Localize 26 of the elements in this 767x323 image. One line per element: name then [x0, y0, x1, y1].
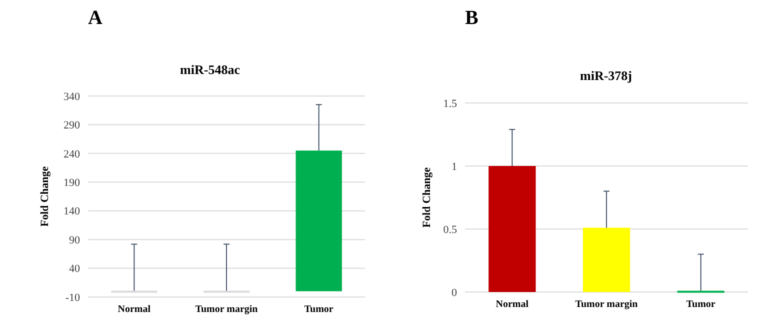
x-tick-label: Tumor — [686, 299, 716, 310]
y-tick-label: 0.5 — [443, 224, 458, 236]
bar — [488, 166, 536, 292]
y-tick-label: 190 — [64, 176, 80, 189]
y-tick-label: 1 — [452, 160, 457, 173]
y-tick-label: -10 — [65, 292, 80, 304]
x-tick-label: Tumor margin — [575, 299, 638, 310]
chart-title: miR-378j — [580, 68, 632, 83]
y-tick-label: 340 — [64, 90, 80, 103]
y-tick-label: 0 — [452, 286, 458, 299]
y-tick-label: 240 — [64, 148, 80, 160]
text: A — [88, 7, 103, 29]
x-tick-label: Tumor margin — [195, 304, 258, 315]
y-tick-label: 1.5 — [443, 98, 458, 110]
y-tick-label: 290 — [64, 120, 80, 132]
bar — [582, 228, 630, 292]
y-tick-label: 40 — [69, 263, 80, 276]
chart-title: miR-548ac — [180, 62, 240, 77]
x-tick-label: Tumor — [304, 304, 334, 315]
y-axis-title: Fold Change — [421, 167, 433, 228]
x-tick-label: Normal — [118, 304, 151, 315]
y-tick-label: 140 — [64, 206, 80, 218]
y-tick-label: 90 — [69, 234, 80, 246]
text: B — [465, 7, 478, 29]
x-tick-label: Normal — [496, 299, 529, 310]
y-axis-title: Fold Change — [39, 166, 51, 227]
